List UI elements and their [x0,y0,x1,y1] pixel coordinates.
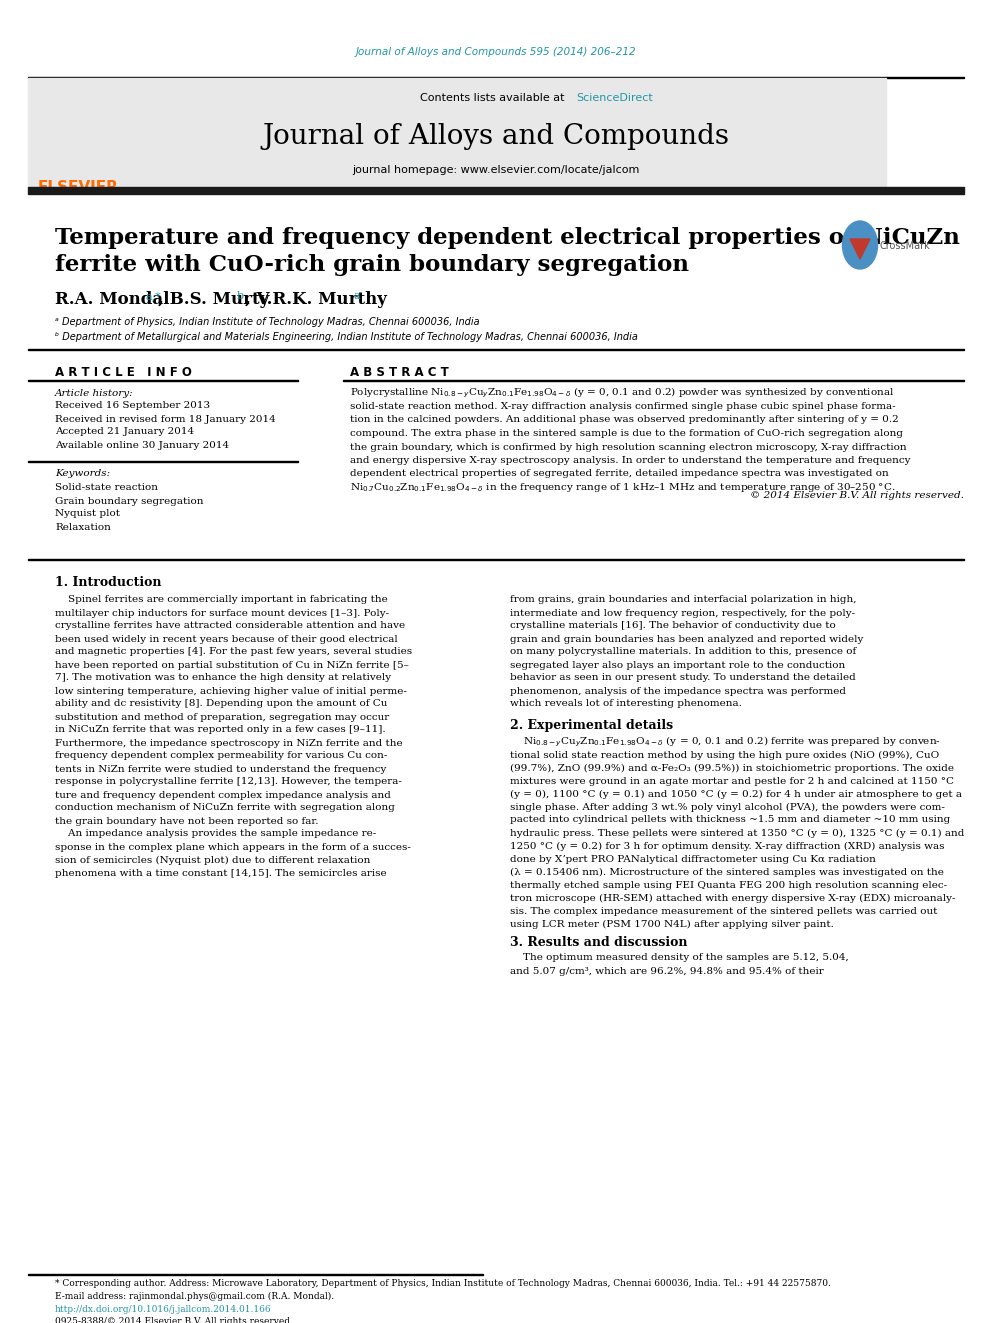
Text: Nyquist plot: Nyquist plot [55,509,120,519]
Text: ability and dc resistivity [8]. Depending upon the amount of Cu: ability and dc resistivity [8]. Dependin… [55,700,387,709]
Text: crystalline ferrites have attracted considerable attention and have: crystalline ferrites have attracted cons… [55,622,405,631]
Text: * Corresponding author. Address: Microwave Laboratory, Department of Physics, In: * Corresponding author. Address: Microwa… [55,1278,831,1287]
Text: © 2014 Elsevier B.V. All rights reserved.: © 2014 Elsevier B.V. All rights reserved… [750,491,964,500]
Text: http://dx.doi.org/10.1016/j.jallcom.2014.01.166: http://dx.doi.org/10.1016/j.jallcom.2014… [55,1306,272,1315]
Text: tional solid state reaction method by using the high pure oxides (NiO (99%), CuO: tional solid state reaction method by us… [510,750,939,759]
Text: Available online 30 January 2014: Available online 30 January 2014 [55,441,229,450]
Bar [28,77,964,78]
Bar [28,187,964,194]
Text: a,*: a,* [146,291,162,302]
Text: from grains, grain boundaries and interfacial polarization in high,: from grains, grain boundaries and interf… [510,595,856,605]
Text: the grain boundary, which is confirmed by high resolution scanning electron micr: the grain boundary, which is confirmed b… [350,442,907,451]
Text: phenomenon, analysis of the impedance spectra was performed: phenomenon, analysis of the impedance sp… [510,687,846,696]
Text: ScienceDirect: ScienceDirect [576,93,653,103]
Text: Contents lists available at: Contents lists available at [420,93,568,103]
Text: solid-state reaction method. X-ray diffraction analysis confirmed single phase c: solid-state reaction method. X-ray diffr… [350,402,896,411]
Text: compound. The extra phase in the sintered sample is due to the formation of CuO-: compound. The extra phase in the sintere… [350,429,903,438]
Text: using LCR meter (PSM 1700 N4L) after applying silver paint.: using LCR meter (PSM 1700 N4L) after app… [510,919,834,929]
Text: CrossMark: CrossMark [880,241,930,251]
Text: ELSEVIER: ELSEVIER [38,180,118,196]
Text: b: b [237,291,244,302]
Text: response in polycrystalline ferrite [12,13]. However, the tempera-: response in polycrystalline ferrite [12,… [55,778,402,786]
Text: Temperature and frequency dependent electrical properties of NiCuZn: Temperature and frequency dependent elec… [55,228,960,249]
Text: 7]. The motivation was to enhance the high density at relatively: 7]. The motivation was to enhance the hi… [55,673,391,683]
Text: intermediate and low frequency region, respectively, for the poly-: intermediate and low frequency region, r… [510,609,855,618]
Text: and magnetic properties [4]. For the past few years, several studies: and magnetic properties [4]. For the pas… [55,647,412,656]
Text: 1250 °C (y = 0.2) for 3 h for optimum density. X-ray diffraction (XRD) analysis : 1250 °C (y = 0.2) for 3 h for optimum de… [510,841,944,851]
Text: Keywords:: Keywords: [55,470,110,479]
Text: Ni$_{0.7}$Cu$_{0.2}$Zn$_{0.1}$Fe$_{1.98}$O$_{4-\delta}$ in the frequency range o: Ni$_{0.7}$Cu$_{0.2}$Zn$_{0.1}$Fe$_{1.98}… [350,482,896,493]
Text: tron microscope (HR-SEM) attached with energy dispersive X-ray (EDX) microanaly-: tron microscope (HR-SEM) attached with e… [510,893,955,902]
Text: a: a [353,291,360,302]
Text: Journal of Alloys and Compounds 595 (2014) 206–212: Journal of Alloys and Compounds 595 (201… [356,48,636,57]
Text: A R T I C L E   I N F O: A R T I C L E I N F O [55,365,191,378]
Text: (y = 0), 1100 °C (y = 0.1) and 1050 °C (y = 0.2) for 4 h under air atmosphere to: (y = 0), 1100 °C (y = 0.1) and 1050 °C (… [510,790,962,799]
Text: sponse in the complex plane which appears in the form of a succes-: sponse in the complex plane which appear… [55,843,411,852]
Text: Received 16 September 2013: Received 16 September 2013 [55,401,210,410]
Text: tion in the calcined powders. An additional phase was observed predominantly aft: tion in the calcined powders. An additio… [350,415,899,425]
Text: substitution and method of preparation, segregation may occur: substitution and method of preparation, … [55,713,389,721]
Text: been used widely in recent years because of their good electrical: been used widely in recent years because… [55,635,398,643]
Text: done by Xʼpert PRO PANalytical diffractometer using Cu Kα radiation: done by Xʼpert PRO PANalytical diffracto… [510,855,876,864]
Text: journal homepage: www.elsevier.com/locate/jalcom: journal homepage: www.elsevier.com/locat… [352,165,640,175]
Text: Grain boundary segregation: Grain boundary segregation [55,496,203,505]
Text: frequency dependent complex permeability for various Cu con-: frequency dependent complex permeability… [55,751,387,761]
Text: ture and frequency dependent complex impedance analysis and: ture and frequency dependent complex imp… [55,791,391,799]
Text: 1. Introduction: 1. Introduction [55,576,162,589]
Text: Solid-state reaction: Solid-state reaction [55,483,158,492]
Text: Received in revised form 18 January 2014: Received in revised form 18 January 2014 [55,414,276,423]
Text: Relaxation: Relaxation [55,523,111,532]
Text: thermally etched sample using FEI Quanta FEG 200 high resolution scanning elec-: thermally etched sample using FEI Quanta… [510,881,947,889]
Text: Spinel ferrites are commercially important in fabricating the: Spinel ferrites are commercially importa… [55,595,388,605]
Text: Polycrystalline Ni$_{0.8-y}$Cu$_y$Zn$_{0.1}$Fe$_{1.98}$O$_{4-\delta}$ (y = 0, 0.: Polycrystalline Ni$_{0.8-y}$Cu$_y$Zn$_{0… [350,386,895,400]
Text: crystalline materials [16]. The behavior of conductivity due to: crystalline materials [16]. The behavior… [510,622,835,631]
Polygon shape [850,239,870,259]
Text: conduction mechanism of NiCuZn ferrite with segregation along: conduction mechanism of NiCuZn ferrite w… [55,803,395,812]
Text: (λ = 0.15406 nm). Microstructure of the sintered samples was investigated on the: (λ = 0.15406 nm). Microstructure of the … [510,868,943,877]
Text: sis. The complex impedance measurement of the sintered pellets was carried out: sis. The complex impedance measurement o… [510,906,937,916]
Text: hydraulic press. These pellets were sintered at 1350 °C (y = 0), 1325 °C (y = 0.: hydraulic press. These pellets were sint… [510,828,964,837]
Text: low sintering temperature, achieving higher value of initial perme-: low sintering temperature, achieving hig… [55,687,407,696]
Text: Article history:: Article history: [55,389,134,397]
Text: , B.S. Murty: , B.S. Murty [158,291,269,308]
Text: which reveals lot of interesting phenomena.: which reveals lot of interesting phenome… [510,700,742,709]
Text: multilayer chip inductors for surface mount devices [1–3]. Poly-: multilayer chip inductors for surface mo… [55,609,389,618]
Text: behavior as seen in our present study. To understand the detailed: behavior as seen in our present study. T… [510,673,856,683]
Text: Ni$_{0.8-y}$Cu$_y$Zn$_{0.1}$Fe$_{1.98}$O$_{4-\delta}$ (y = 0, 0.1 and 0.2) ferri: Ni$_{0.8-y}$Cu$_y$Zn$_{0.1}$Fe$_{1.98}$O… [510,734,940,749]
Text: dependent electrical properties of segregated ferrite, detailed impedance spectr: dependent electrical properties of segre… [350,470,889,479]
Text: the grain boundary have not been reported so far.: the grain boundary have not been reporte… [55,816,318,826]
Bar [28,78,886,188]
Text: ferrite with CuO-rich grain boundary segregation: ferrite with CuO-rich grain boundary seg… [55,254,689,277]
Text: tents in NiZn ferrite were studied to understand the frequency: tents in NiZn ferrite were studied to un… [55,765,386,774]
Text: The optimum measured density of the samples are 5.12, 5.04,: The optimum measured density of the samp… [510,954,849,963]
Text: single phase. After adding 3 wt.% poly vinyl alcohol (PVA), the powders were com: single phase. After adding 3 wt.% poly v… [510,803,944,811]
Text: grain and grain boundaries has been analyzed and reported widely: grain and grain boundaries has been anal… [510,635,863,643]
Text: Journal of Alloys and Compounds: Journal of Alloys and Compounds [263,123,729,151]
Text: Furthermore, the impedance spectroscopy in NiZn ferrite and the: Furthermore, the impedance spectroscopy … [55,738,403,747]
Text: phenomena with a time constant [14,15]. The semicircles arise: phenomena with a time constant [14,15]. … [55,868,387,877]
Text: R.A. Mondal: R.A. Mondal [55,291,170,308]
Text: ᵇ Department of Metallurgical and Materials Engineering, Indian Institute of Tec: ᵇ Department of Metallurgical and Materi… [55,332,638,343]
Text: segregated layer also plays an important role to the conduction: segregated layer also plays an important… [510,660,845,669]
Text: mixtures were ground in an agate mortar and pestle for 2 h and calcined at 1150 : mixtures were ground in an agate mortar … [510,777,954,786]
Text: 2. Experimental details: 2. Experimental details [510,720,674,733]
Text: Accepted 21 January 2014: Accepted 21 January 2014 [55,427,194,437]
Text: , V.R.K. Murthy: , V.R.K. Murthy [245,291,387,308]
Text: pacted into cylindrical pellets with thickness ~1.5 mm and diameter ~10 mm using: pacted into cylindrical pellets with thi… [510,815,950,824]
Text: sion of semicircles (Nyquist plot) due to different relaxation: sion of semicircles (Nyquist plot) due t… [55,856,370,864]
Text: ᵃ Department of Physics, Indian Institute of Technology Madras, Chennai 600036, : ᵃ Department of Physics, Indian Institut… [55,318,479,327]
Text: (99.7%), ZnO (99.9%) and α-Fe₂O₃ (99.5%)) in stoichiometric proportions. The oxi: (99.7%), ZnO (99.9%) and α-Fe₂O₃ (99.5%)… [510,763,954,773]
Text: in NiCuZn ferrite that was reported only in a few cases [9–11].: in NiCuZn ferrite that was reported only… [55,725,386,734]
Text: have been reported on partial substitution of Cu in NiZn ferrite [5–: have been reported on partial substituti… [55,660,409,669]
Text: on many polycrystalline materials. In addition to this, presence of: on many polycrystalline materials. In ad… [510,647,856,656]
Text: E-mail address: rajinmondal.phys@gmail.com (R.A. Mondal).: E-mail address: rajinmondal.phys@gmail.c… [55,1291,334,1301]
Text: and energy dispersive X-ray spectroscopy analysis. In order to understand the te: and energy dispersive X-ray spectroscopy… [350,456,911,464]
Ellipse shape [842,221,878,269]
Text: and 5.07 g/cm³, which are 96.2%, 94.8% and 95.4% of their: and 5.07 g/cm³, which are 96.2%, 94.8% a… [510,967,823,975]
Text: An impedance analysis provides the sample impedance re-: An impedance analysis provides the sampl… [55,830,376,839]
Text: A B S T R A C T: A B S T R A C T [350,365,448,378]
Text: 3. Results and discussion: 3. Results and discussion [510,935,687,949]
Text: 0925-8388/© 2014 Elsevier B.V. All rights reserved.: 0925-8388/© 2014 Elsevier B.V. All right… [55,1316,293,1323]
